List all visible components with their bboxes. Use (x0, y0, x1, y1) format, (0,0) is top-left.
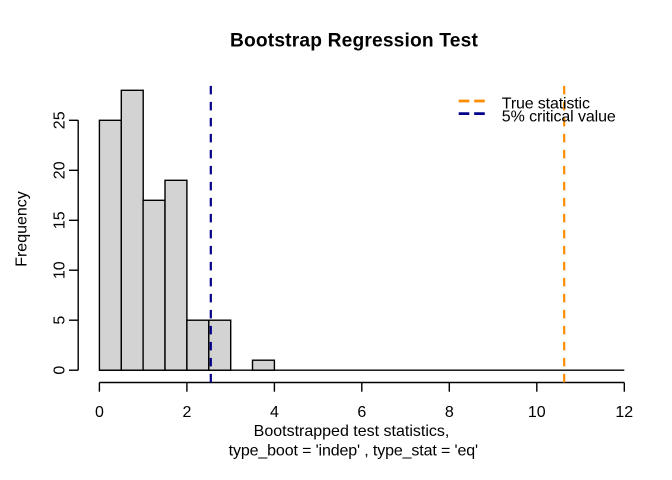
svg-text:0: 0 (52, 366, 69, 375)
svg-text:5: 5 (52, 316, 69, 325)
svg-text:6: 6 (357, 404, 366, 421)
svg-text:True statistic: True statistic (502, 95, 590, 112)
svg-text:Bootstrap Regression Test: Bootstrap Regression Test (230, 31, 478, 52)
svg-text:0: 0 (95, 404, 104, 421)
svg-text:12: 12 (615, 404, 633, 421)
svg-text:type_boot = 'indep' , type_sta: type_boot = 'indep' , type_stat = 'eq' (229, 442, 478, 459)
svg-text:2: 2 (182, 404, 191, 421)
svg-text:4: 4 (270, 404, 279, 421)
svg-text:10: 10 (52, 261, 69, 279)
svg-text:10: 10 (528, 404, 546, 421)
svg-text:15: 15 (52, 211, 69, 229)
svg-text:5% critical value: 5% critical value (502, 108, 616, 125)
svg-text:25: 25 (52, 111, 69, 129)
svg-text:8: 8 (445, 404, 454, 421)
svg-text:Bootstrapped test statistics,: Bootstrapped test statistics, (254, 423, 450, 440)
svg-text:Frequency: Frequency (14, 191, 31, 267)
svg-text:20: 20 (52, 161, 69, 179)
